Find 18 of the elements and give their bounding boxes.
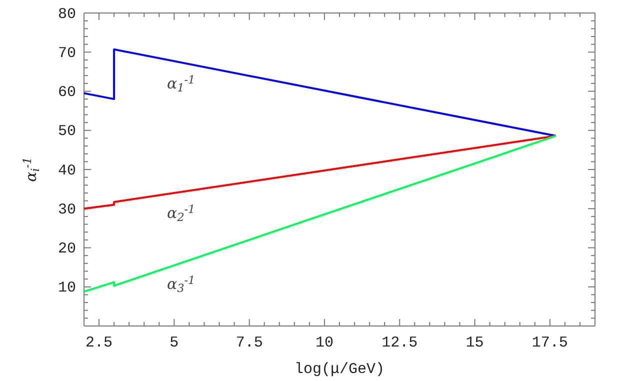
- x-tick-label: 17.5: [532, 334, 568, 352]
- x-tick-label: 2.5: [86, 334, 113, 352]
- y-tick-label: 20: [58, 240, 76, 258]
- y-tick-label: 10: [58, 280, 76, 297]
- y-tick-label: 50: [58, 123, 76, 140]
- x-tick-label: 7.5: [236, 334, 263, 352]
- y-tick-label: 40: [58, 162, 76, 180]
- x-tick-label: 10: [315, 334, 334, 352]
- x-axis-title: log(μ/GeV): [294, 361, 385, 378]
- x-tick-label: 15: [466, 334, 484, 352]
- y-tick-label: 80: [58, 6, 76, 23]
- y-tick-label: 30: [58, 201, 76, 218]
- x-tick-label: 5: [170, 334, 179, 352]
- y-tick-label: 60: [58, 84, 76, 102]
- line-series: [83, 134, 557, 293]
- line-series: [83, 48, 557, 137]
- x-tick-label: 12.5: [382, 334, 418, 352]
- y-tick-label: 70: [58, 44, 76, 62]
